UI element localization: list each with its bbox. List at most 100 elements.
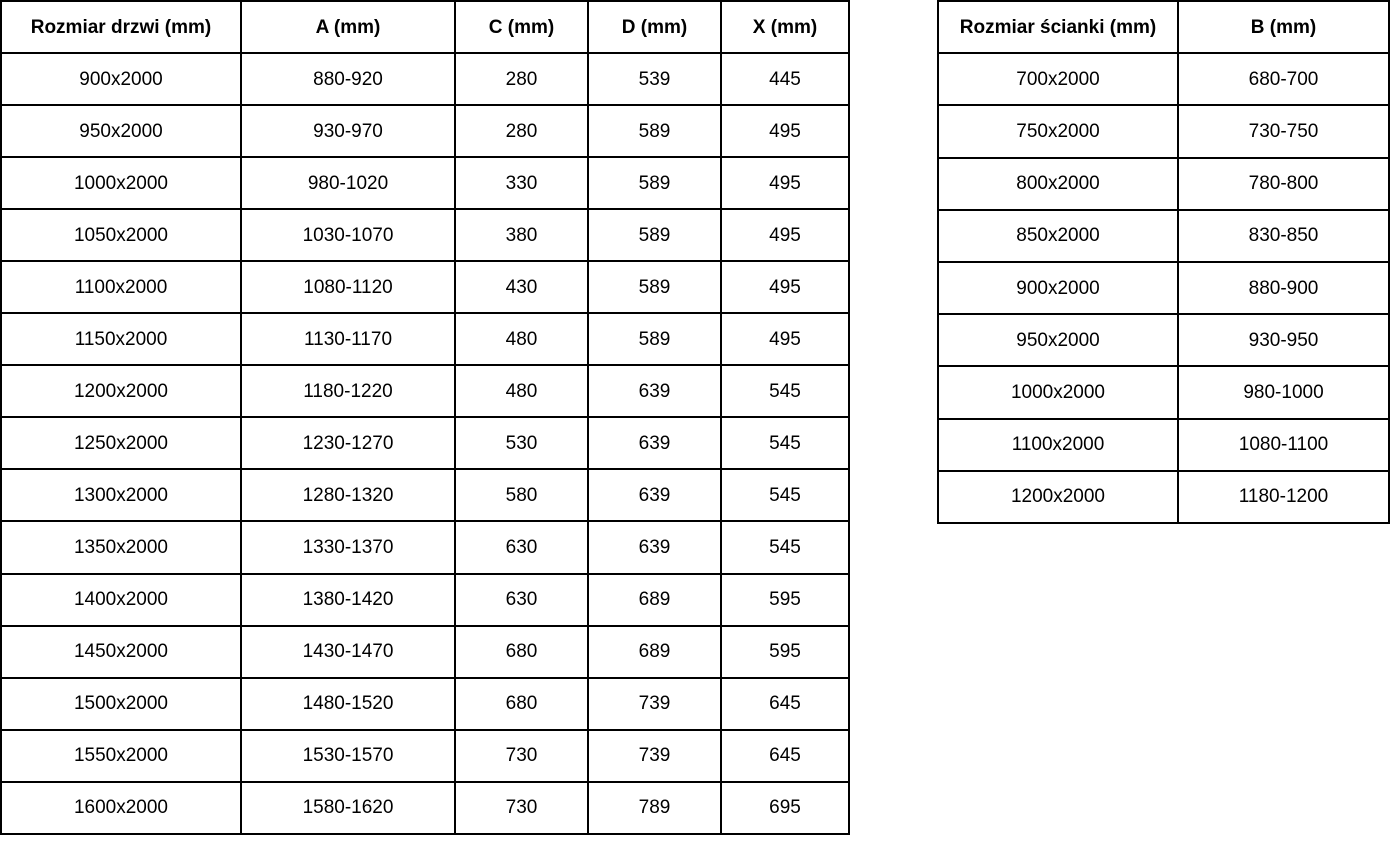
table-cell: 645 [720, 728, 850, 783]
table-cell: 1400x2000 [0, 572, 242, 627]
column-header: B (mm) [1177, 0, 1390, 55]
table-cell: 495 [720, 208, 850, 263]
table-row: 750x2000 730-750 [937, 104, 1390, 159]
table-cell: 1330-1370 [240, 520, 456, 575]
table-cell: 930-950 [1177, 313, 1390, 368]
table-cell: 850x2000 [937, 208, 1179, 263]
table-cell: 495 [720, 260, 850, 315]
table-cell: 1600x2000 [0, 780, 242, 835]
table-cell: 589 [587, 104, 722, 159]
table-cell: 595 [720, 624, 850, 679]
table-row: 1050x2000 1030-1070 380 589 495 [0, 208, 850, 263]
table-row: 1450x2000 1430-1470 680 689 595 [0, 624, 850, 679]
table-cell: 589 [587, 156, 722, 211]
table-cell: 1130-1170 [240, 312, 456, 367]
table-row: 1300x2000 1280-1320 580 639 545 [0, 468, 850, 523]
table-row: 950x2000 930-950 [937, 313, 1390, 368]
table-cell: 1580-1620 [240, 780, 456, 835]
table-cell: 680 [454, 676, 589, 731]
table-cell: 950x2000 [937, 313, 1179, 368]
table-cell: 739 [587, 676, 722, 731]
table-cell: 680-700 [1177, 52, 1390, 107]
table-cell: 495 [720, 312, 850, 367]
table-cell: 539 [587, 52, 722, 107]
table-cell: 1480-1520 [240, 676, 456, 731]
table-row: 800x2000 780-800 [937, 156, 1390, 211]
table-cell: 980-1020 [240, 156, 456, 211]
column-header: C (mm) [454, 0, 589, 55]
table-cell: 430 [454, 260, 589, 315]
header-row: Rozmiar drzwi (mm) A (mm) C (mm) D (mm) X (m… [0, 0, 850, 55]
table-cell: 589 [587, 260, 722, 315]
table-cell: 730-750 [1177, 104, 1390, 159]
table-cell: 1550x2000 [0, 728, 242, 783]
column-header: X (mm) [720, 0, 850, 55]
table-cell: 1150x2000 [0, 312, 242, 367]
table-cell: 739 [587, 728, 722, 783]
table-cell: 1000x2000 [0, 156, 242, 211]
table-cell: 639 [587, 364, 722, 419]
table-cell: 1030-1070 [240, 208, 456, 263]
table-cell: 1100x2000 [0, 260, 242, 315]
table-row: 900x2000 880-900 [937, 260, 1390, 316]
table-cell: 750x2000 [937, 104, 1179, 159]
table-cell: 880-920 [240, 52, 456, 107]
table-cell: 645 [720, 676, 850, 731]
table-row: 1600x2000 1580-1620 730 789 695 [0, 780, 850, 835]
table-cell: 1280-1320 [240, 468, 456, 523]
table-cell: 545 [720, 416, 850, 471]
table-cell: 700x2000 [937, 52, 1179, 107]
table-row: 700x2000 680-700 [937, 52, 1390, 107]
table-cell: 900x2000 [0, 52, 242, 107]
column-header: Rozmiar ścianki (mm) [937, 0, 1179, 55]
table-cell: 1450x2000 [0, 624, 242, 679]
table-row: 1100x2000 1080-1100 [937, 417, 1390, 472]
table-cell: 1180-1220 [240, 364, 456, 419]
table-row: 1550x2000 1530-1570 730 739 645 [0, 728, 850, 783]
table-cell: 280 [454, 52, 589, 107]
table-cell: 1200x2000 [0, 364, 242, 419]
table-cell: 1200x2000 [937, 469, 1179, 524]
table-row: 1250x2000 1230-1270 530 639 545 [0, 416, 850, 471]
table-cell: 1250x2000 [0, 416, 242, 471]
table-cell: 545 [720, 520, 850, 575]
header-row: Rozmiar ścianki (mm) B (mm) [937, 0, 1390, 55]
table-cell: 1530-1570 [240, 728, 456, 783]
table-cell: 580 [454, 468, 589, 523]
table-cell: 1500x2000 [0, 676, 242, 731]
column-header: Rozmiar drzwi (mm) [0, 0, 242, 55]
table-cell: 730 [454, 728, 589, 783]
table-cell: 950x2000 [0, 104, 242, 159]
table-cell: 880-900 [1177, 260, 1390, 316]
table-cell: 980-1000 [1177, 365, 1390, 420]
table-cell: 530 [454, 416, 589, 471]
table-cell: 695 [720, 780, 850, 835]
table-cell: 689 [587, 624, 722, 679]
column-header: A (mm) [240, 0, 456, 55]
table-row: 1000x2000 980-1020 330 589 495 [0, 156, 850, 211]
table-cell: 1000x2000 [937, 365, 1179, 420]
table-cell: 495 [720, 156, 850, 211]
table-cell: 589 [587, 312, 722, 367]
table-cell: 1300x2000 [0, 468, 242, 523]
table-cell: 789 [587, 780, 722, 835]
table-cell: 639 [587, 416, 722, 471]
table-cell: 1180-1200 [1177, 469, 1390, 524]
table-cell: 930-970 [240, 104, 456, 159]
column-header: D (mm) [587, 0, 722, 55]
table-cell: 589 [587, 208, 722, 263]
table-row: 1350x2000 1330-1370 630 639 545 [0, 520, 850, 575]
table-cell: 639 [587, 468, 722, 523]
table-row: 1200x2000 1180-1200 [937, 469, 1390, 524]
table-cell: 545 [720, 364, 850, 419]
table-row: 1400x2000 1380-1420 630 689 595 [0, 572, 850, 627]
table-row: 900x2000 880-920 280 539 445 [0, 52, 850, 107]
table-cell: 1380-1420 [240, 572, 456, 627]
table-cell: 480 [454, 364, 589, 419]
table-row: 850x2000 830-850 [937, 208, 1390, 263]
table-row: 1500x2000 1480-1520 680 739 645 [0, 676, 850, 731]
wall-size-table: Rozmiar ścianki (mm) B (mm) 700x2000 680-70… [937, 0, 1390, 524]
table-cell: 780-800 [1177, 156, 1390, 211]
table-cell: 280 [454, 104, 589, 159]
